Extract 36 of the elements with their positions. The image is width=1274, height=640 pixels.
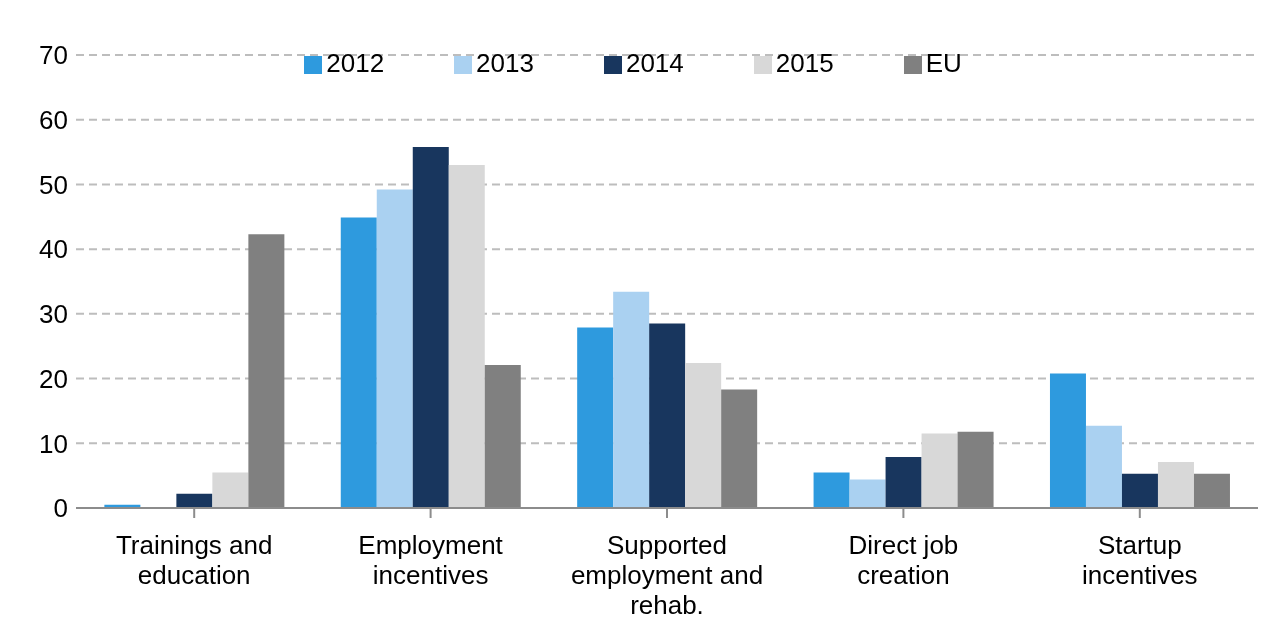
bar [412, 146, 449, 508]
legend-label: EU [925, 48, 962, 78]
y-tick-label: 60 [39, 104, 68, 135]
x-tick-label: Supported employment and rehab. [570, 530, 764, 620]
y-tick-label: 30 [39, 299, 68, 330]
bar [1157, 462, 1194, 508]
y-tick-label: 0 [53, 493, 68, 524]
bar [1049, 373, 1086, 508]
legend-label: 2014 [625, 48, 684, 78]
bar [340, 217, 377, 508]
legend-label: 2013 [476, 48, 534, 78]
bar [649, 323, 686, 508]
y-tick-label: 10 [39, 428, 68, 459]
bar [685, 363, 722, 508]
bar [1121, 473, 1158, 508]
y-tick-label: 20 [39, 363, 68, 394]
bar [885, 456, 922, 508]
bar [1085, 425, 1122, 508]
y-tick-label: 40 [39, 234, 68, 265]
bar [176, 493, 213, 508]
bar [813, 472, 850, 508]
y-tick-label: 70 [39, 40, 68, 71]
bar [212, 472, 249, 508]
x-tick-label: Direct job creation [848, 530, 959, 590]
bar [376, 189, 413, 508]
legend-label: 2012 [326, 48, 385, 78]
x-tick-label: Employment incentives [358, 530, 504, 590]
bar [577, 327, 614, 508]
legend-label: 2015 [775, 48, 834, 78]
bar [849, 479, 886, 508]
x-tick-label: Startup incentives [1081, 530, 1198, 590]
bar [921, 433, 958, 508]
bar [448, 165, 485, 508]
bar [613, 291, 650, 508]
x-tick-label: Trainings and education [115, 530, 273, 590]
y-tick-label: 50 [39, 169, 68, 200]
